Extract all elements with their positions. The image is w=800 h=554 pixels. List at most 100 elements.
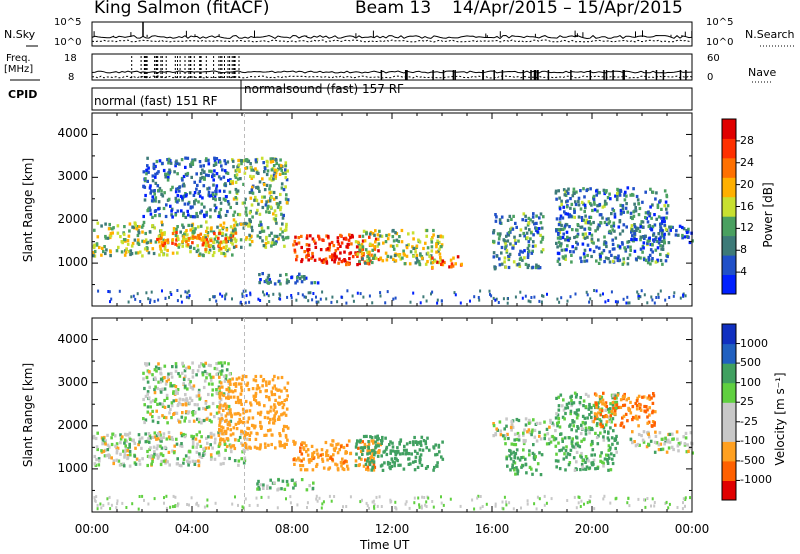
data-cell [163, 501, 165, 505]
data-cell [141, 254, 144, 258]
data-cell [563, 224, 567, 228]
data-cell [184, 416, 187, 420]
data-cell [191, 235, 195, 239]
data-cell [217, 431, 220, 435]
data-cell [302, 446, 305, 450]
data-cell [660, 239, 664, 243]
data-cell [234, 495, 236, 499]
data-cell [333, 252, 337, 256]
data-cell [191, 375, 195, 379]
data-cell [170, 293, 173, 296]
data-cell [162, 435, 165, 439]
data-cell [394, 259, 398, 263]
data-cell [508, 454, 511, 458]
data-cell [666, 440, 669, 444]
data-cell [260, 156, 264, 160]
data-cell [294, 235, 297, 239]
data-cell [109, 234, 113, 238]
data-cell [259, 483, 262, 487]
data-cell [515, 225, 518, 229]
data-cell [155, 369, 158, 373]
data-cell [641, 220, 645, 224]
data-cell [187, 296, 190, 300]
data-cell [144, 231, 147, 236]
data-cell [453, 291, 456, 295]
data-cell [616, 187, 619, 191]
data-cell [515, 417, 519, 422]
data-cell [200, 455, 204, 459]
data-cell [494, 213, 497, 217]
data-cell [648, 394, 651, 398]
data-cell [660, 221, 664, 226]
data-cell [242, 411, 245, 415]
colorbar-segment [722, 255, 736, 275]
data-cell [217, 433, 221, 437]
data-cell [170, 207, 174, 211]
data-cell [189, 246, 192, 250]
colorbar-segment [722, 343, 736, 364]
data-cell [109, 231, 113, 236]
data-cell [344, 259, 347, 263]
data-cell [649, 205, 652, 209]
data-cell [317, 300, 320, 304]
data-cell [210, 435, 213, 439]
data-cell [201, 363, 205, 367]
data-cell [583, 209, 586, 214]
data-cell [158, 453, 162, 457]
data-cell [206, 234, 210, 238]
data-cell [599, 422, 602, 426]
data-cell [558, 262, 562, 266]
data-cell [145, 172, 148, 176]
data-cell [161, 453, 165, 458]
data-cell [259, 278, 262, 282]
data-cell [174, 365, 178, 369]
data-cell [577, 408, 580, 412]
data-cell [401, 452, 405, 456]
data-cell [546, 292, 548, 296]
data-cell [209, 208, 212, 212]
data-cell [149, 298, 152, 302]
data-cell [636, 417, 639, 421]
data-cell [613, 229, 616, 233]
data-cell [209, 457, 213, 461]
data-cell [200, 421, 203, 425]
data-cell [197, 394, 201, 398]
data-cell [587, 407, 591, 411]
data-cell [163, 364, 167, 368]
data-cell [629, 437, 633, 441]
data-cell [331, 443, 334, 447]
data-cell [396, 253, 399, 257]
data-cell [144, 418, 148, 422]
data-cell [654, 197, 657, 201]
data-cell [602, 435, 605, 439]
data-cell [533, 435, 537, 439]
data-cell [224, 377, 228, 381]
data-cell [511, 246, 515, 250]
data-cell [229, 178, 232, 182]
data-cell [147, 297, 150, 301]
data-cell [310, 281, 313, 285]
data-cell [531, 472, 534, 476]
data-cell [234, 196, 238, 200]
data-cell [523, 234, 526, 238]
data-cell [525, 231, 529, 235]
data-cell [573, 207, 576, 211]
data-cell [182, 461, 185, 465]
data-cell [606, 407, 610, 411]
data-cell [286, 198, 290, 202]
data-cell [271, 378, 275, 382]
data-cell [157, 380, 160, 384]
data-cell [230, 180, 233, 184]
data-cell [558, 425, 562, 429]
data-cell [371, 452, 374, 456]
data-cell [511, 425, 515, 429]
data-cell [509, 457, 513, 461]
data-cell [146, 179, 149, 183]
data-cell [249, 162, 252, 166]
data-cell [192, 419, 196, 423]
data-cell [562, 232, 565, 236]
data-cell [184, 290, 187, 294]
data-cell [263, 433, 266, 437]
data-cell [430, 292, 432, 296]
data-cell [371, 466, 374, 470]
